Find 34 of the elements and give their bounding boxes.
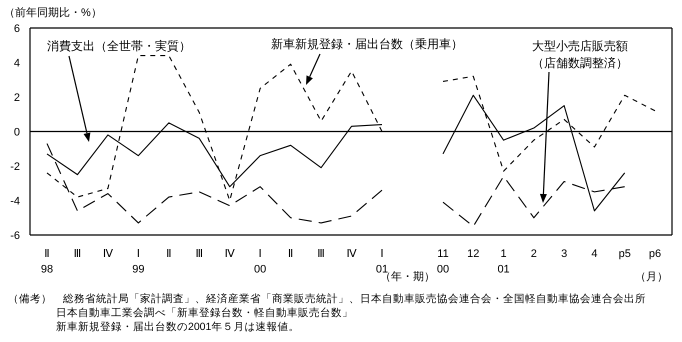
ytick: -6 (10, 230, 20, 242)
xtick: Ⅲ (74, 248, 82, 260)
xtick: p5 (618, 248, 631, 260)
xtick: Ⅳ (346, 248, 357, 260)
xtick: Ⅰ 99 (132, 248, 144, 276)
series-label: 消費支出（全世帯・実質） (47, 39, 191, 53)
series-label: 新車新規登録・届出台数（乗用車） (271, 37, 463, 51)
xtick: 4 (591, 248, 598, 260)
note: （備考） 総務省統計局「家計調査」、経済産業省「商業販売統計」、日本自動車販売協会連合会・全国軽自動車協会連合会出所 (8, 293, 646, 305)
ylabel: （前年同期比・%） (4, 7, 102, 19)
xtick: Ⅲ (195, 248, 204, 260)
xtick: Ⅱ 98 (40, 248, 54, 276)
ytick: -4 (10, 196, 20, 208)
note: 日本自動車工業会調べ「新車登録台数・軽自動車販売台数」 (56, 307, 353, 319)
xtick: Ⅳ (224, 248, 235, 260)
xtick: Ⅱ (288, 248, 294, 260)
xtick: Ⅲ (317, 248, 325, 260)
ytick: 6 (14, 23, 20, 35)
xtick: 12 (467, 248, 480, 260)
xtick: 1 01 (497, 248, 510, 276)
note: 新車新規登録・届出台数の2001年５月は速報値。 (56, 321, 300, 333)
xtick: Ⅰ 00 (254, 248, 266, 276)
ytick: 2 (14, 92, 20, 104)
xtick: 11 00 (436, 248, 450, 276)
ytick: -2 (10, 161, 20, 173)
series-label: 大型小売店販売額（店舗数調整済） (532, 39, 628, 70)
ytick: 4 (14, 58, 20, 70)
xtick: p6 (648, 248, 662, 260)
xlabel: （月） (635, 271, 668, 283)
xtick: Ⅱ (166, 248, 172, 260)
ytick: 0 (14, 126, 20, 138)
xtick: 3 (561, 248, 568, 260)
xtick: 2 (530, 248, 537, 260)
xtick: Ⅳ (102, 248, 113, 260)
